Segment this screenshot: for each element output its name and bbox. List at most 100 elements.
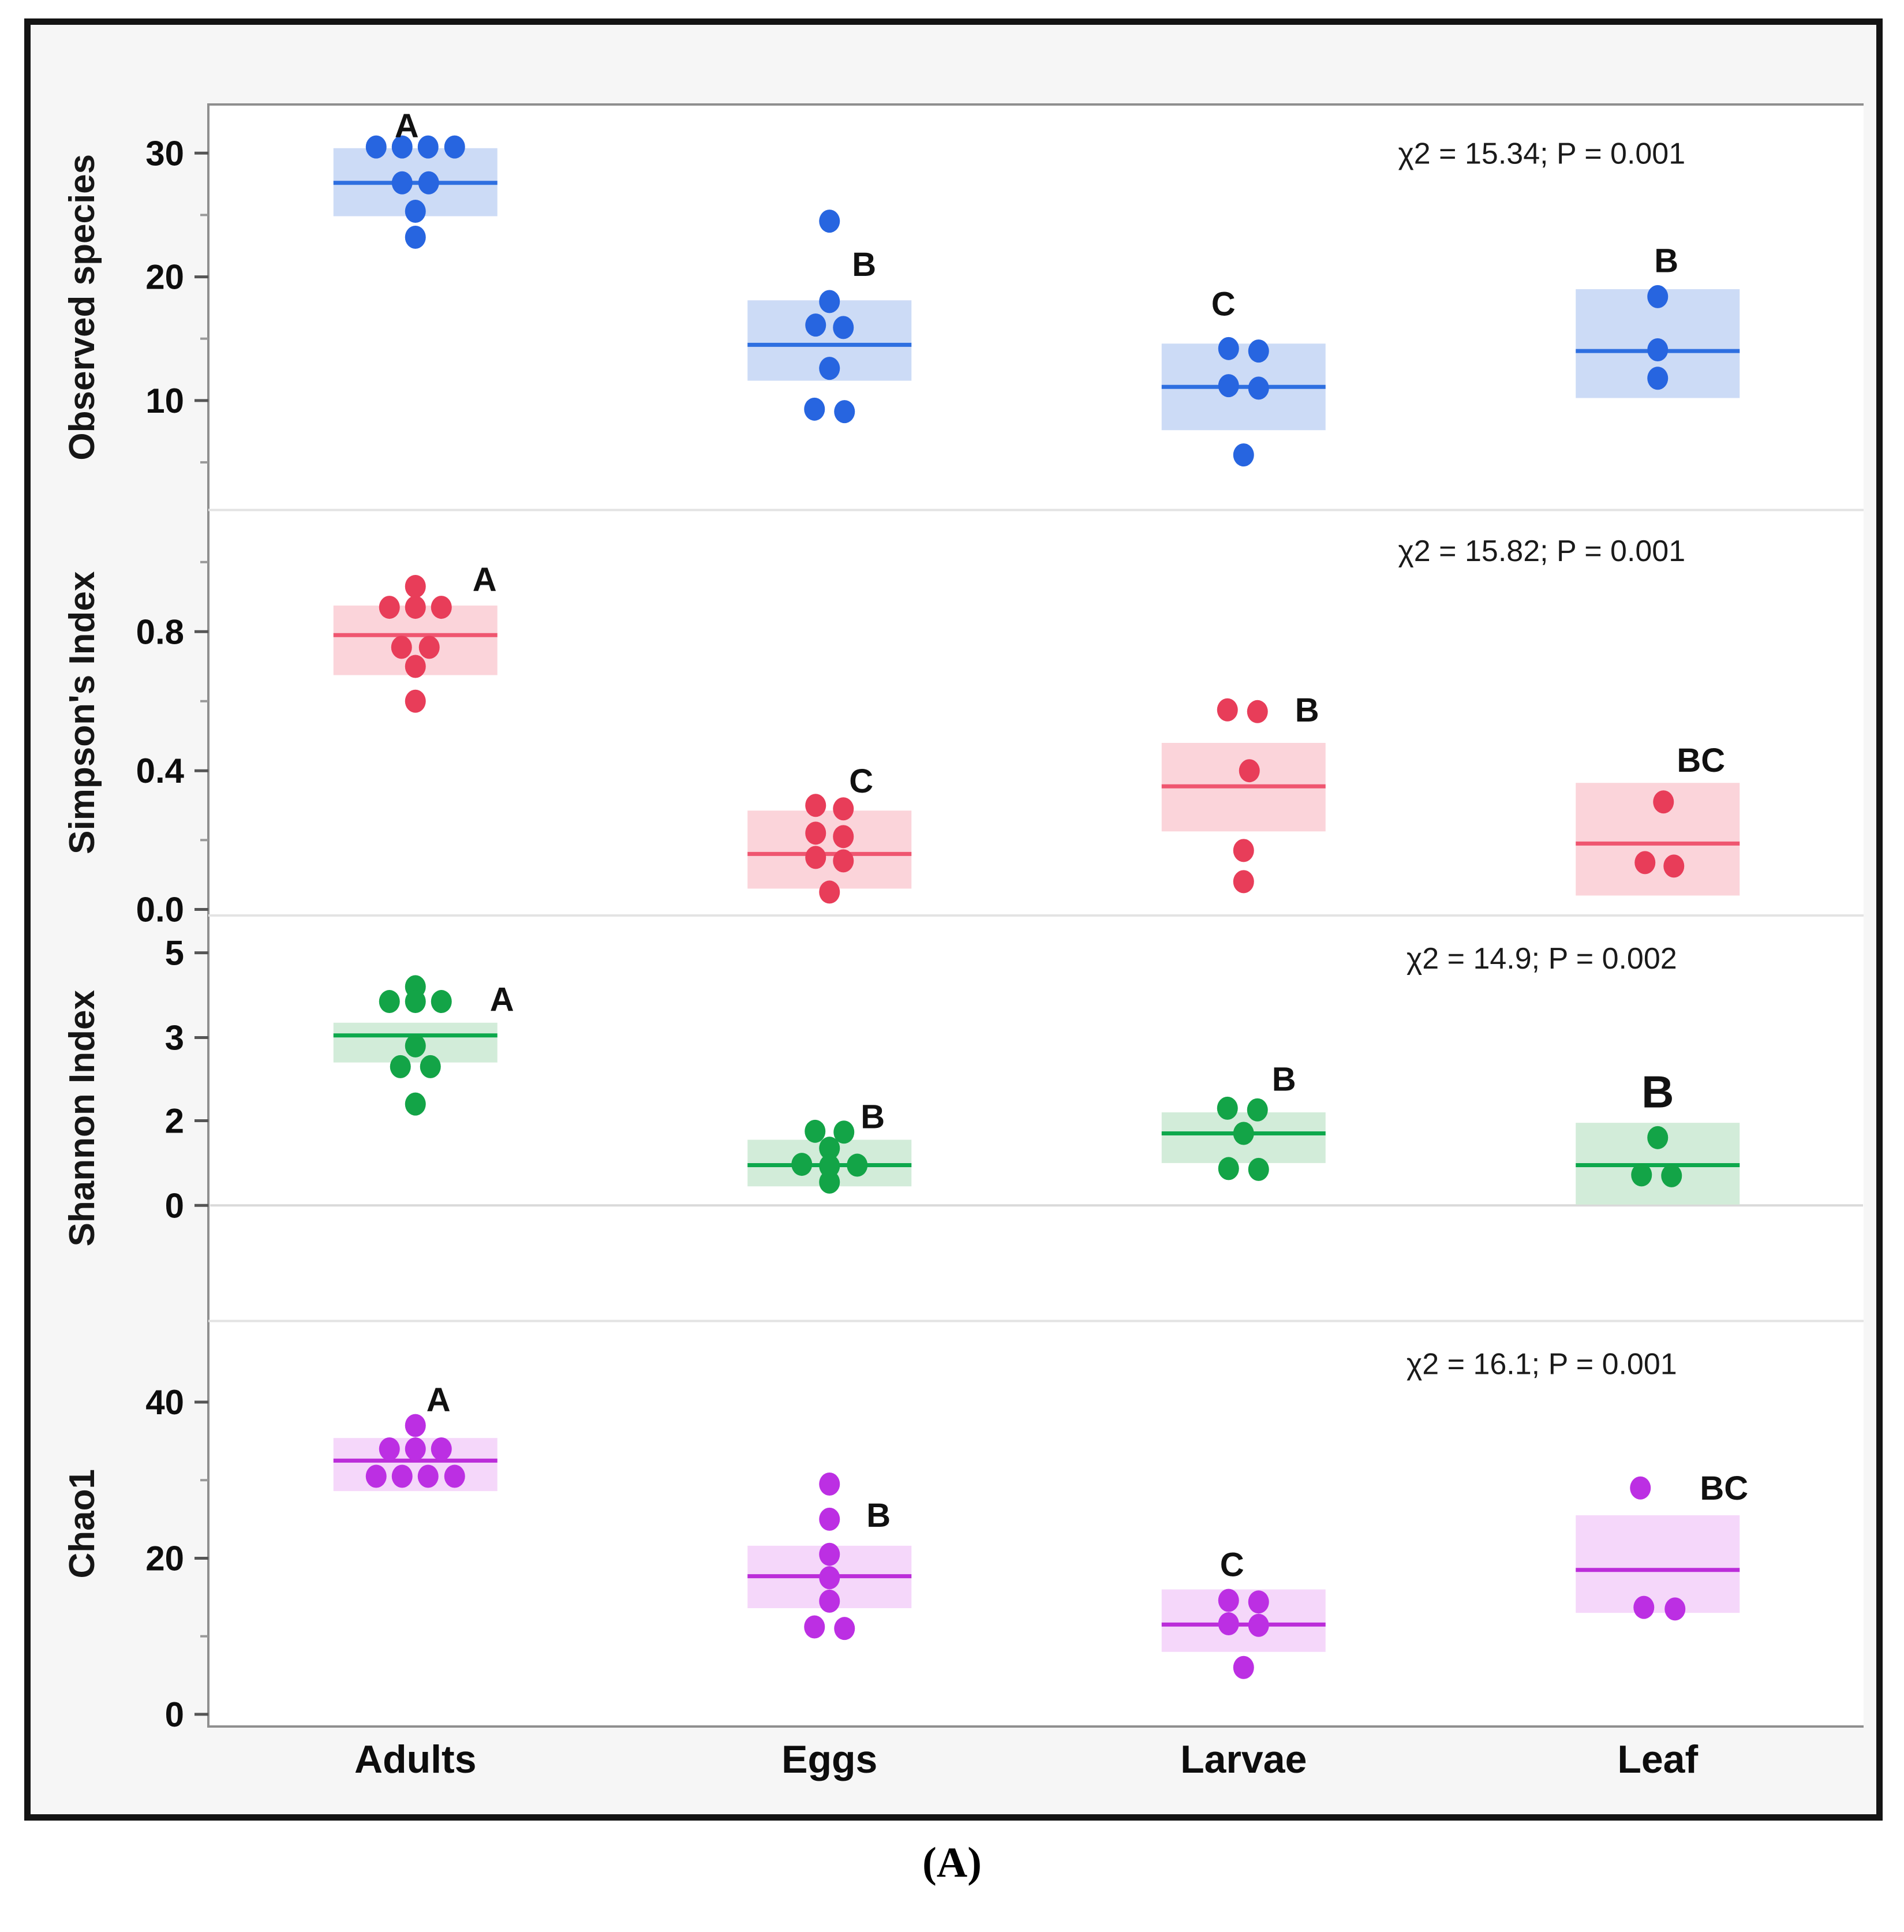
data-point xyxy=(1218,374,1239,398)
data-point xyxy=(819,1507,840,1531)
data-point xyxy=(819,1566,840,1590)
data-point xyxy=(405,1437,426,1461)
y-axis-title: Simpson's Index xyxy=(62,571,102,854)
data-point xyxy=(418,171,439,195)
data-point xyxy=(391,1464,413,1488)
significance-letter: B xyxy=(852,246,876,283)
data-point xyxy=(391,135,413,159)
data-point xyxy=(1239,759,1260,783)
y-tick-label: 30 xyxy=(145,134,184,173)
data-point xyxy=(1647,367,1669,390)
data-point xyxy=(417,135,439,159)
mean-ci-box xyxy=(1576,1515,1740,1613)
stat-text: χ2 = 16.1; P = 0.001 xyxy=(1407,1347,1677,1381)
significance-letter: C xyxy=(1211,286,1236,323)
data-point xyxy=(420,1055,441,1078)
data-point xyxy=(405,655,426,678)
data-point xyxy=(405,689,426,713)
y-axis-title: Chao1 xyxy=(62,1469,102,1578)
stat-text: χ2 = 14.9; P = 0.002 xyxy=(1407,942,1677,976)
data-point xyxy=(819,290,840,313)
data-point xyxy=(1647,1126,1669,1149)
data-point xyxy=(444,135,465,159)
data-point xyxy=(405,200,426,223)
y-tick-label: 40 xyxy=(145,1383,184,1422)
data-point xyxy=(1633,1595,1655,1619)
data-point xyxy=(444,1464,465,1488)
significance-letter: BC xyxy=(1700,1470,1748,1507)
data-point xyxy=(1647,338,1669,361)
data-point xyxy=(1248,1590,1269,1614)
x-category-label: Leaf xyxy=(1617,1737,1698,1781)
data-point xyxy=(1233,839,1254,862)
y-tick-label: 0 xyxy=(165,1186,184,1225)
data-point xyxy=(1248,1613,1269,1637)
data-point xyxy=(1218,1589,1239,1612)
data-point xyxy=(418,636,440,659)
stat-text: χ2 = 15.82; P = 0.001 xyxy=(1398,535,1686,568)
significance-letter: A xyxy=(395,107,419,145)
data-point xyxy=(1247,700,1268,723)
data-point xyxy=(431,596,452,619)
data-point xyxy=(379,990,400,1014)
significance-letter: B xyxy=(1295,692,1319,729)
significance-letter: C xyxy=(849,763,873,800)
figure-frame: Observed species 30 20 10 χ2 = 15.34; P = 0.… xyxy=(24,18,1883,1821)
y-tick-label: 5 xyxy=(165,934,184,973)
stat-text: χ2 = 15.34; P = 0.001 xyxy=(1398,137,1686,170)
data-point xyxy=(833,316,854,339)
data-point xyxy=(805,821,826,845)
data-point xyxy=(1248,339,1269,363)
data-point xyxy=(1630,1476,1651,1500)
mean-ci-box xyxy=(747,810,912,889)
data-point xyxy=(1233,443,1254,467)
data-point xyxy=(819,1137,840,1160)
data-point xyxy=(819,357,840,380)
data-point xyxy=(405,990,426,1014)
data-point xyxy=(1217,1096,1238,1120)
data-point xyxy=(805,1119,826,1143)
x-category-label: Eggs xyxy=(781,1737,877,1781)
significance-letter: C xyxy=(1220,1546,1244,1583)
y-tick-label: 3 xyxy=(165,1018,184,1057)
data-point xyxy=(804,397,825,421)
y-tick-label: 0.0 xyxy=(136,890,184,929)
data-point xyxy=(834,1617,855,1640)
data-point xyxy=(431,1437,452,1461)
data-point xyxy=(1233,1656,1254,1679)
data-point xyxy=(1218,337,1239,360)
y-tick-label: 0 xyxy=(165,1695,184,1734)
significance-letter: B xyxy=(1654,242,1678,280)
significance-letter: B xyxy=(1272,1060,1296,1098)
significance-letter: A xyxy=(490,981,514,1018)
data-point xyxy=(417,1464,439,1488)
data-point xyxy=(834,400,855,424)
data-point xyxy=(1233,870,1254,894)
significance-letter: A xyxy=(427,1381,451,1419)
y-tick-label: 10 xyxy=(145,382,184,420)
significance-letter: B xyxy=(861,1098,885,1135)
y-tick-label: 2 xyxy=(165,1101,184,1140)
data-point xyxy=(1634,851,1656,875)
data-point xyxy=(431,990,452,1014)
data-point xyxy=(405,225,426,249)
significance-letter: A xyxy=(473,561,497,599)
significance-letter: B xyxy=(1641,1066,1674,1117)
data-point xyxy=(819,210,840,233)
data-point xyxy=(390,1055,411,1078)
y-tick-label: 0.4 xyxy=(136,752,185,790)
data-point xyxy=(833,825,854,849)
data-point xyxy=(365,1464,387,1488)
data-point xyxy=(1653,790,1674,814)
data-point xyxy=(833,797,854,821)
figure-caption: (A) xyxy=(922,1839,982,1886)
data-point xyxy=(819,1472,840,1496)
y-tick-label: 20 xyxy=(145,1539,184,1578)
data-point xyxy=(819,1589,840,1613)
y-tick-label: 20 xyxy=(145,258,184,297)
data-point xyxy=(1218,1612,1239,1636)
data-point xyxy=(405,596,426,619)
data-point xyxy=(1663,854,1685,878)
data-point xyxy=(1664,1597,1686,1621)
